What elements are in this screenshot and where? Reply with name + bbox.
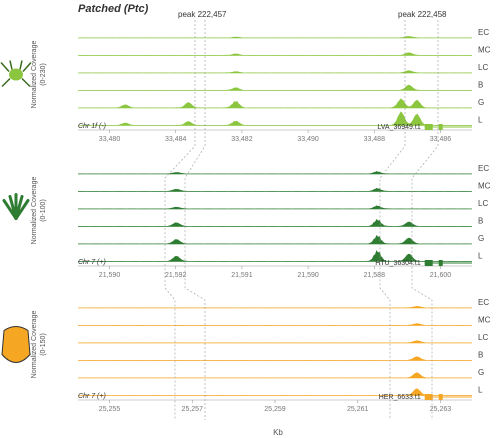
x-tick-label: 21,588 [364,272,386,279]
coverage-track-ec [78,171,472,174]
x-tick-label: 33,480 [99,136,121,143]
gene-exon [424,260,433,266]
gene-exon [438,260,443,266]
chromosome-label: Chr 7 (+) [78,259,106,266]
x-tick-label: 25,263 [430,406,452,413]
x-tick-label: 33,490 [297,136,319,143]
green-frog-icon [0,60,32,88]
track-label: L [478,116,483,125]
x-tick-label: 25,259 [264,406,286,413]
x-tick-label: 21,590 [99,272,121,279]
coverage-panel: Normalized Coverage (0-230) EC MC LC BGL Chr 1… [0,28,491,143]
y-range-label: (0-100) [40,199,47,222]
coverage-track-lc [78,205,472,209]
track-label: EC [478,28,489,37]
track-label: B [478,217,483,226]
track-label: EC [478,164,489,173]
gene-label: HTU_36304.t1 [375,260,421,267]
chromosome-label: Chr 1f (-) [78,123,106,130]
y-range-label: (0-150) [40,333,47,356]
x-tick-label: 25,255 [99,406,121,413]
track-label: L [478,252,483,261]
gene-exon [438,124,443,130]
coverage-track-b [78,356,472,361]
figure-title: Patched (Ptc) [78,3,149,15]
peak-connector [411,20,439,420]
gene-label: HER_6633.t1 [379,394,421,401]
x-tick-label: 33,488 [364,136,386,143]
track-label: MC [478,182,491,191]
track-label: L [478,386,483,395]
coverage-track-mc [78,52,472,56]
track-label: MC [478,46,491,55]
x-axis-label: Kb [273,428,283,437]
track-label: LC [478,199,488,208]
coverage-track-b [78,84,472,91]
dark-green-plant-icon [2,193,30,220]
y-range-label: (0-230) [40,63,47,86]
coverage-track-g [78,234,472,244]
y-axis-label: Normalized Coverage [31,177,38,245]
connector-lines [164,20,439,420]
coverage-track-mc [78,187,472,192]
track-label: B [478,351,483,360]
x-tick-label: 21,600 [430,272,452,279]
gene-exon [424,124,433,130]
x-tick-label: 21,592 [165,272,187,279]
coverage-track-mc [78,323,472,326]
gene-label: LVA_36949.t1 [377,124,420,131]
track-label: LC [478,63,488,72]
coverage-panel: Normalized Coverage (0-100) EC MC LC BGL Chr 7… [2,164,491,279]
track-label: EC [478,298,489,307]
coverage-track-l [78,250,472,262]
peak-label-left: peak 222,457 [178,10,227,19]
track-label: B [478,81,483,90]
gene-exon [424,394,433,400]
track-label: G [478,368,484,377]
peak-label-right: peak 222,458 [398,10,447,19]
x-tick-label: 25,261 [347,406,369,413]
track-label: G [478,98,484,107]
coverage-panel: Normalized Coverage (0-150) EC MC LC BGL Chr 7… [1,298,491,413]
x-tick-label: 21,590 [297,272,319,279]
coverage-track-lc [78,340,472,343]
y-axis-label: Normalized Coverage [31,311,38,379]
coverage-track-ec [78,306,472,308]
x-tick-label: 33,486 [430,136,452,143]
peak-connector [379,20,406,420]
y-axis-label: Normalized Coverage [31,41,38,109]
gene-exon [438,394,443,400]
track-label: G [478,234,484,243]
x-tick-label: 33,484 [165,136,187,143]
coverage-track-ec [78,36,472,38]
track-label: LC [478,333,488,342]
track-label: MC [478,316,491,325]
coverage-track-b [78,219,472,227]
x-tick-label: 33,482 [231,136,253,143]
x-tick-label: 25,257 [182,406,204,413]
coverage-track-g [78,98,472,108]
coverage-track-lc [78,70,472,73]
peak-connector [184,20,206,420]
x-tick-label: 21,591 [231,272,253,279]
chromosome-label: Chr 7 (+) [78,393,106,400]
coverage-track-g [78,372,472,378]
orange-seed-icon [1,326,31,363]
peak-connector [164,20,196,420]
